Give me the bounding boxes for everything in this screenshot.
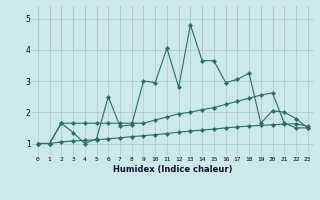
X-axis label: Humidex (Indice chaleur): Humidex (Indice chaleur) [113, 165, 233, 174]
